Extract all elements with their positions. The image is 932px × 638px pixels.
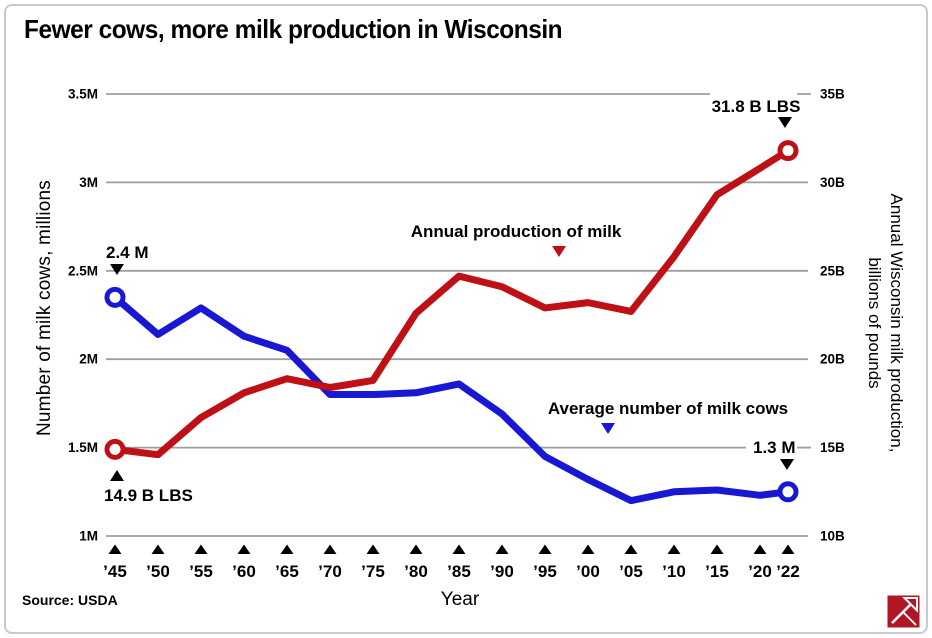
- series-end-marker: [104, 438, 126, 460]
- x-tick-marker: [151, 544, 165, 554]
- x-tick-marker: [366, 544, 380, 554]
- gridlines: [106, 93, 811, 537]
- annotation-arrow-milk-series-label: [552, 246, 566, 257]
- y-left-tick-label: 1.5M: [68, 440, 98, 455]
- source-attribution: Source: USDA: [22, 592, 118, 608]
- x-tick-label: ’70: [318, 562, 342, 581]
- annotation-arrow-cows-series-label: [601, 423, 615, 434]
- x-tick-label: ’10: [662, 562, 686, 581]
- logo-arrow-branch: [902, 611, 917, 626]
- x-tick-label: ’65: [275, 562, 299, 581]
- y-right-tick-label: 35B: [820, 87, 845, 102]
- x-tick-label: ’95: [533, 562, 557, 581]
- x-tick-marker: [323, 544, 337, 554]
- y-right-tick-label: 20B: [820, 352, 845, 367]
- y-left-tick-label: 3.5M: [68, 87, 98, 102]
- annotation-cows-start: 2.4 M: [106, 243, 149, 262]
- x-tick-marker: [753, 544, 767, 554]
- series-end-marker: [104, 286, 126, 308]
- x-tick-marker: [667, 544, 681, 554]
- x-tick-marker: [108, 544, 122, 554]
- x-tick-label: ’22: [776, 562, 800, 581]
- x-tick-label: ’90: [490, 562, 514, 581]
- y-right-tick-label: 25B: [820, 263, 845, 278]
- x-tick-marker: [194, 544, 208, 554]
- page-title: Fewer cows, more milk production in Wisc…: [24, 14, 563, 44]
- annotation-milk-end: 31.8 B LBS: [712, 97, 801, 116]
- annotation-arrow-milk-end: [778, 117, 792, 128]
- annotations: 2.4 M 14.9 B LBS Annual production of milk…: [104, 97, 800, 505]
- x-tick-marker: [581, 544, 595, 554]
- x-tick-label: ’45: [103, 562, 127, 581]
- x-tick-label: ’50: [146, 562, 170, 581]
- y-tick-labels: 3.5M 35B 3M 30B 2.5M 25B 2M 20B 1.5M 15B 1M 10B: [68, 87, 845, 544]
- x-tick-label: ’80: [404, 562, 428, 581]
- cows-line-series: [111, 293, 792, 505]
- y-left-tick-label: 2.5M: [68, 263, 98, 278]
- y-left-tick-label: 3M: [79, 175, 98, 190]
- y-right-tick-label: 15B: [820, 440, 845, 455]
- annotation-milk-start: 14.9 B LBS: [104, 486, 193, 505]
- x-tick-marker: [624, 544, 638, 554]
- y-right-tick-label: 30B: [820, 175, 845, 190]
- x-tick-marker: [409, 544, 423, 554]
- x-axis-title: Year: [440, 589, 480, 610]
- y-left-tick-label: 2M: [79, 352, 98, 367]
- x-tick-marker: [538, 544, 552, 554]
- x-tick-marker: [781, 544, 795, 554]
- series-end-marker: [777, 140, 799, 162]
- x-tick-label: ’60: [232, 562, 256, 581]
- milk-line-series: [111, 147, 792, 459]
- annotation-arrow-cows-start: [110, 264, 124, 275]
- x-axis-ticks: ’45 ’50 ’55 ’60 ’65 ’70 ’75 ’80 ’85 ’90 ’95 ’00 ’05 ’…: [103, 544, 800, 581]
- logo-arrowhead: [902, 597, 918, 613]
- y-right-tick-label: 10B: [820, 529, 845, 544]
- x-tick-marker: [495, 544, 509, 554]
- x-tick-marker: [452, 544, 466, 554]
- x-tick-label: ’05: [619, 562, 643, 581]
- series-end-marker: [777, 481, 799, 503]
- x-tick-marker: [710, 544, 724, 554]
- logo-arrow-shaft: [891, 603, 912, 624]
- annotation-cows-end: 1.3 M: [753, 438, 796, 457]
- x-tick-label: ’75: [361, 562, 385, 581]
- annotation-cows-series-label: Average number of milk cows: [548, 399, 788, 418]
- x-tick-label: ’15: [705, 562, 729, 581]
- annotation-arrow-milk-start: [110, 470, 124, 481]
- x-tick-marker: [280, 544, 294, 554]
- x-tick-marker: [237, 544, 251, 554]
- y-axis-title-right-line1: Annual Wisconsin milk production,: [887, 193, 906, 453]
- x-tick-label: ’00: [576, 562, 600, 581]
- x-tick-label: ’85: [447, 562, 471, 581]
- publisher-logo-icon: [887, 595, 920, 628]
- y-axis-title-right: Annual Wisconsin milk production, billio…: [863, 88, 907, 558]
- x-tick-label: ’55: [189, 562, 213, 581]
- annotation-milk-series-label: Annual production of milk: [411, 222, 622, 241]
- y-left-tick-label: 1M: [79, 529, 98, 544]
- annotation-arrow-cows-end: [780, 459, 794, 470]
- y-axis-title-right-line2: billions of pounds: [865, 257, 884, 389]
- y-axis-title-left: Number of milk cows, millions: [34, 179, 55, 437]
- x-tick-label: ’20: [748, 562, 772, 581]
